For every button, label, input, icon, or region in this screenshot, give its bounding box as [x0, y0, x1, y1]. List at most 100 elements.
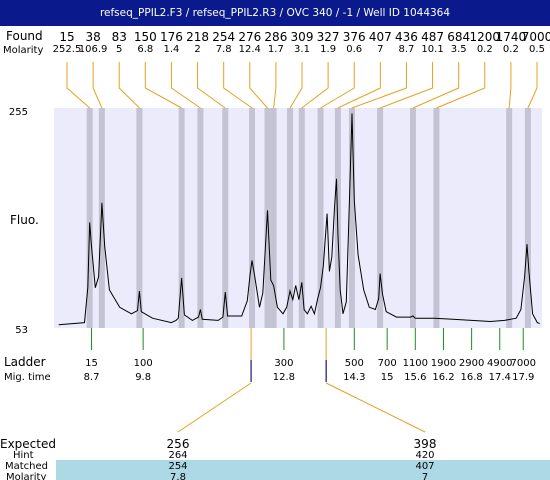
matched-row-highlight	[56, 460, 550, 480]
found-leader-line	[144, 62, 182, 109]
y-tick-label: 255	[9, 107, 28, 118]
bottom-molarity-heading: Molarity	[6, 472, 46, 480]
found-size-label: 38	[85, 30, 100, 44]
found-molarity-label: 0.5	[529, 44, 545, 55]
found-molarity-label: 1.4	[163, 44, 179, 55]
found-molarity-label: 0.2	[503, 44, 519, 55]
found-leader-line	[197, 62, 226, 109]
peak-band	[317, 108, 324, 328]
found-size-label: 487	[421, 30, 444, 44]
matched-value: 254	[168, 461, 187, 472]
ladder-time-label: 16.2	[432, 372, 454, 383]
found-size-label: 309	[291, 30, 314, 44]
found-leader-line	[527, 62, 538, 109]
peak-band	[197, 108, 204, 328]
plot-area	[54, 108, 542, 328]
found-leader-line	[436, 62, 486, 109]
peak-band	[409, 108, 416, 328]
found-molarity-label: 12.4	[239, 44, 261, 55]
found-molarity-label: 252.5	[53, 44, 82, 55]
ladder-time-label: 17.9	[512, 372, 534, 383]
found-size-label: 376	[343, 30, 366, 44]
window-title: refseq_PPIL2.F3 / refseq_PPIL2.R3 / OVC …	[0, 0, 550, 26]
found-leader-line	[508, 62, 512, 109]
expected-heading: Expected	[0, 437, 56, 451]
found-molarity-label: 6.8	[137, 44, 153, 55]
ladder-time-label: 15.6	[404, 372, 426, 383]
found-molarity-label: 0.2	[477, 44, 493, 55]
y-tick-label: 53	[15, 325, 28, 336]
ladder-size-label: 1100	[403, 358, 428, 369]
expected-leader-line	[177, 382, 252, 433]
found-size-label: 83	[112, 30, 127, 44]
peak-band	[86, 108, 93, 328]
molarity-heading: Molarity	[3, 45, 43, 56]
hint-heading: Hint	[13, 450, 34, 461]
peak-band	[98, 108, 105, 328]
found-molarity-label: 106.9	[79, 44, 108, 55]
ladder-size-label: 2900	[459, 358, 484, 369]
found-size-label: 218	[186, 30, 209, 44]
ladder-time-label: 12.8	[273, 372, 295, 383]
found-size-label: 1200	[470, 30, 501, 44]
found-molarity-label: 7	[377, 44, 383, 55]
found-size-label: 176	[160, 30, 183, 44]
found-size-label: 407	[369, 30, 392, 44]
found-size-label: 15	[59, 30, 74, 44]
found-molarity-label: 1.7	[268, 44, 284, 55]
found-size-label: 7000	[522, 30, 550, 44]
peak-band	[136, 108, 143, 328]
found-leader-line	[249, 62, 268, 109]
found-leader-line	[223, 62, 253, 109]
found-leader-line	[66, 62, 90, 109]
ladder-time-label: 16.8	[460, 372, 482, 383]
ladder-size-label: 300	[274, 358, 293, 369]
found-size-label: 276	[238, 30, 261, 44]
found-molarity-label: 1.9	[320, 44, 336, 55]
found-leader-line	[412, 62, 460, 109]
found-leader-line	[273, 62, 277, 109]
ladder-size-label: 4900	[487, 358, 512, 369]
found-size-label: 436	[395, 30, 418, 44]
ladder-size-label: 1900	[431, 358, 456, 369]
ladder-size-label: 7000	[511, 358, 536, 369]
found-heading: Found	[6, 29, 43, 43]
found-molarity-label: 3.5	[451, 44, 467, 55]
found-leader-line	[379, 62, 434, 109]
ladder-time-label: 17.4	[489, 372, 511, 383]
matched-heading: Matched	[5, 461, 48, 472]
peak-band	[178, 108, 185, 328]
found-molarity-label: 3.1	[294, 44, 310, 55]
expected-molarity-value: 7	[422, 472, 428, 480]
found-leader-line	[301, 62, 329, 109]
peak-band	[270, 108, 277, 328]
ladder-heading: Ladder	[4, 355, 46, 369]
found-leader-line	[289, 62, 303, 109]
electropherogram-chart: 15252.538106.98351506.81761.421822547.82…	[0, 29, 550, 480]
fluorescence-trace	[58, 113, 540, 326]
found-size-label: 684	[447, 30, 470, 44]
peak-band	[249, 108, 256, 328]
found-leader-line	[351, 62, 407, 109]
found-leader-line	[320, 62, 355, 109]
ladder-time-label: 9.8	[135, 372, 151, 383]
found-molarity-label: 8.7	[398, 44, 414, 55]
found-molarity-label: 5	[116, 44, 122, 55]
found-molarity-label: 2	[194, 44, 200, 55]
ladder-time-label: 8.7	[84, 372, 100, 383]
peak-band	[377, 108, 384, 328]
ladder-size-label: 500	[345, 358, 364, 369]
y-axis-label: Fluo.	[10, 213, 39, 227]
ladder-time-label: 14.3	[343, 372, 365, 383]
found-leader-line	[337, 62, 381, 109]
expected-leader-line	[325, 382, 426, 433]
found-molarity-label: 10.1	[421, 44, 443, 55]
mig-time-heading: Mig. time	[4, 372, 51, 383]
ladder-time-label: 15	[381, 372, 394, 383]
peak-band	[287, 108, 294, 328]
found-leader-line	[170, 62, 201, 109]
found-size-label: 150	[134, 30, 157, 44]
hint-value: 264	[168, 450, 187, 461]
ladder-size-label: 100	[134, 358, 153, 369]
found-size-label: 286	[264, 30, 287, 44]
